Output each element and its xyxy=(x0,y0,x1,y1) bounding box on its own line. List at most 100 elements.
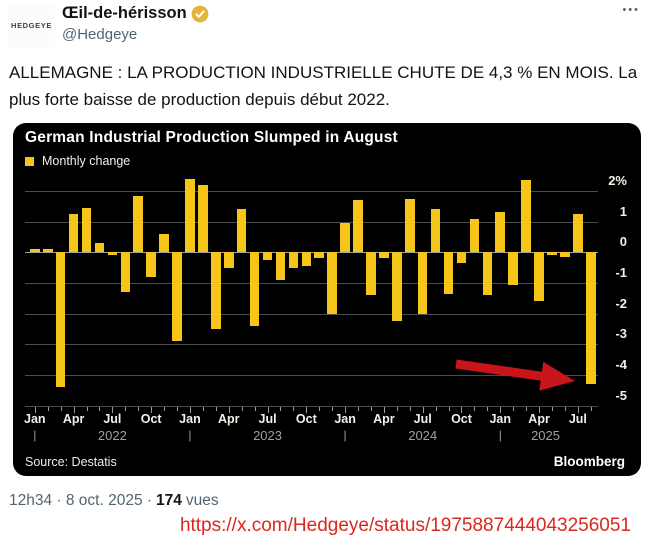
year-divider: | xyxy=(33,428,37,442)
x-axis-tick xyxy=(319,407,321,412)
y-tick-label: -5 xyxy=(615,387,627,403)
year-label: 2022 xyxy=(97,428,127,443)
gridline-1 xyxy=(25,221,598,223)
x-tick-label: Oct xyxy=(140,412,162,426)
verified-badge-icon xyxy=(191,5,209,23)
url-row: https://x.com/Hedgeye/status/19758874440… xyxy=(0,514,631,538)
tweet-meta[interactable]: 12h34 · 8 oct. 2025 · 174 vues xyxy=(9,492,219,510)
y-tick-label: 0 xyxy=(619,234,627,250)
bar-2023-11 xyxy=(314,252,325,259)
views-count: 174 xyxy=(156,492,182,509)
x-axis-tick xyxy=(293,407,295,412)
bar-2025-08 xyxy=(585,252,596,385)
chart-image[interactable]: 2% 1 0 -1 -2 -3 -4 -5 Jan Apr Jul Oct Jan Apr Jul Oct Ja… xyxy=(13,123,641,476)
chart-legend: Monthly change xyxy=(25,154,130,168)
bar-2022-06 xyxy=(94,243,105,253)
gridline--5 xyxy=(25,405,598,407)
bar-2023-07 xyxy=(262,252,273,260)
x-tick-label: Jan xyxy=(24,412,46,426)
bar-2024-03 xyxy=(366,252,376,296)
bar-2024-01 xyxy=(340,223,350,253)
x-tick-label: Oct xyxy=(451,412,472,426)
x-axis-tick xyxy=(99,407,101,412)
status-url-link[interactable]: https://x.com/Hedgeye/status/19758874440… xyxy=(179,515,631,536)
x-axis-tick xyxy=(202,407,204,412)
bar-2024-12 xyxy=(482,252,493,296)
timestamp: 12h34 · 8 oct. 2025 · xyxy=(9,492,153,509)
bar-2023-05 xyxy=(236,209,247,253)
bar-2025-03 xyxy=(521,180,531,253)
x-axis-tick xyxy=(577,407,579,414)
x-tick-label: Jan xyxy=(179,412,201,426)
more-options-button[interactable]: ••• xyxy=(622,4,640,16)
display-name[interactable]: Œil-de-hérisson xyxy=(62,4,187,22)
chart-title: German Industrial Production Slumped in … xyxy=(25,129,398,146)
x-axis-tick xyxy=(370,407,372,412)
bar-2024-06 xyxy=(404,198,415,253)
bar-2022-12 xyxy=(172,252,182,342)
y-tick-label: 2% xyxy=(608,172,627,188)
x-axis-tick xyxy=(526,407,528,412)
gridline--2 xyxy=(25,313,598,315)
bar-2023-12 xyxy=(327,252,337,314)
gridline--3 xyxy=(25,344,598,346)
bar-2024-09 xyxy=(443,252,454,294)
x-tick-label: Apr xyxy=(217,412,240,426)
gridline-0 xyxy=(25,252,598,254)
bar-2023-02 xyxy=(198,184,208,253)
x-axis-tick xyxy=(500,407,502,414)
x-tick-label: Apr xyxy=(528,412,550,426)
chart-source: Source: Destatis xyxy=(25,455,117,469)
bar-2023-03 xyxy=(211,252,221,330)
x-axis-tick xyxy=(34,407,36,414)
bar-2024-10 xyxy=(456,252,467,264)
highlight-arrow-icon xyxy=(455,359,575,391)
bar-2024-05 xyxy=(392,252,402,322)
x-tick-label: Jan xyxy=(334,412,356,426)
x-tick-label: Jul xyxy=(258,412,277,426)
x-axis-tick xyxy=(422,407,424,414)
x-axis-tick xyxy=(448,407,450,412)
bar-2024-11 xyxy=(469,218,480,253)
x-tick-label: Jul xyxy=(568,412,587,426)
bar-2023-08 xyxy=(275,252,286,280)
gridline--4 xyxy=(25,375,598,377)
x-axis-tick xyxy=(552,407,553,412)
x-axis-tick xyxy=(112,407,114,414)
x-axis-tick xyxy=(151,407,153,414)
bar-2022-09 xyxy=(133,195,144,253)
avatar[interactable]: HEDGEYE xyxy=(8,2,55,49)
x-axis-tick xyxy=(60,407,62,412)
bar-2025-01 xyxy=(495,212,506,253)
x-axis-tick xyxy=(177,407,179,412)
bar-2024-04 xyxy=(379,252,389,259)
legend-label: Monthly change xyxy=(42,154,131,168)
year-label: 2025 xyxy=(531,428,560,443)
x-tick-label: Jul xyxy=(413,412,432,426)
user-handle[interactable]: @Hedgeye xyxy=(62,26,138,43)
x-axis-tick xyxy=(564,407,566,412)
chart-footer: Source: Destatis Bloomberg xyxy=(25,454,625,469)
bar-2022-05 xyxy=(81,207,92,253)
x-axis-tick xyxy=(306,407,308,414)
x-axis-tick xyxy=(396,407,398,412)
year-divider: | xyxy=(188,428,192,442)
year-divider: | xyxy=(343,428,347,442)
x-axis-tick xyxy=(461,407,463,414)
bar-2022-02 xyxy=(42,249,53,253)
x-axis-tick xyxy=(138,407,140,412)
x-axis-tick xyxy=(47,407,49,412)
year-label: 2023 xyxy=(253,428,282,443)
tweet-text: ALLEMAGNE : LA PRODUCTION INDUSTRIELLE C… xyxy=(9,63,638,109)
x-axis-tick xyxy=(358,407,360,412)
bar-2024-07 xyxy=(417,252,428,314)
bar-2022-01 xyxy=(30,249,40,253)
x-axis-tick xyxy=(164,407,166,412)
x-axis-tick xyxy=(513,407,515,412)
bar-2023-10 xyxy=(301,252,312,267)
bar-2022-07 xyxy=(107,252,118,256)
x-axis-tick xyxy=(409,407,411,412)
x-axis-tick xyxy=(345,407,347,414)
bar-2025-06 xyxy=(560,252,570,257)
bar-2025-05 xyxy=(547,252,557,256)
